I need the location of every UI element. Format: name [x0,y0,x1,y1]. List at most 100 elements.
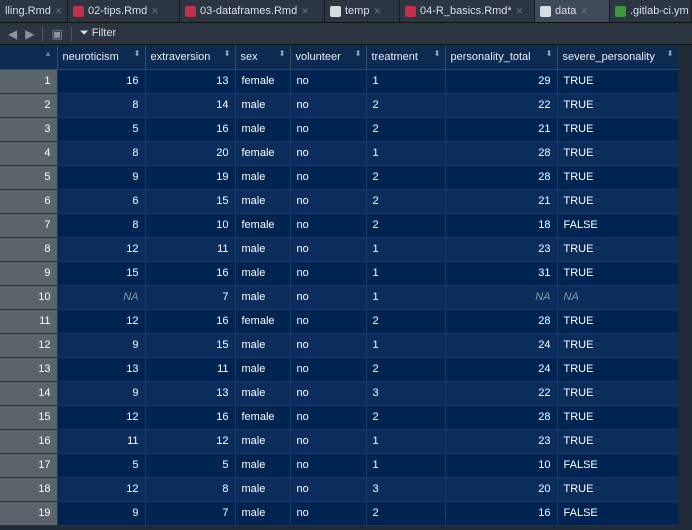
open-in-window-icon[interactable]: ▣ [51,26,63,41]
close-icon[interactable]: ✕ [54,5,63,16]
cell-volunteer: no [290,381,367,406]
filter-button[interactable]: ⏷ Filter [79,27,117,39]
sort-icon[interactable]: ⬍ [278,49,286,58]
row-number: 19 [0,501,58,526]
row-number: 15 [0,405,58,430]
column-header-sex[interactable]: sex ⬍ [235,45,291,70]
cell-sex: female [235,213,291,238]
sort-icon[interactable]: ⬍ [666,49,674,58]
close-icon[interactable]: ✕ [151,5,159,16]
cell-treatment: 1 [366,453,446,478]
cell-extraversion: 12 [145,429,236,454]
cell-personality_total: 21 [445,117,558,142]
cell-extraversion: 16 [145,405,236,430]
row-number-header[interactable]: ▲ [0,45,58,70]
cell-personality_total: 10 [445,453,558,478]
column-header-personality_total[interactable]: personality_total ⬍ [445,45,558,70]
cell-sex: male [235,117,291,142]
cell-sex: male [235,237,291,262]
cell-personality_total: 18 [445,213,558,238]
back-arrow-icon[interactable]: ◀ [8,26,18,41]
cell-volunteer: no [290,453,367,478]
tab-label: data [555,5,577,17]
cell-severe_personality: TRUE [557,357,679,382]
cell-personality_total: 24 [445,357,558,382]
sort-ascending-icon[interactable]: ▲ [44,49,52,58]
column-header-severe_personality[interactable]: severe_personality ⬍ [557,45,679,70]
close-icon[interactable]: ✕ [515,5,524,16]
cell-extraversion: 10 [145,213,236,238]
close-icon[interactable]: ✕ [580,5,588,16]
cell-severe_personality: TRUE [557,429,679,454]
vertical-scrollbar[interactable] [678,45,692,530]
cell-sex: male [235,261,291,286]
cell-personality_total: 24 [445,333,558,358]
cell-volunteer: no [290,213,367,238]
table-row: 12 9 15 male no 1 24 TRUE [0,333,679,358]
cell-treatment: 1 [366,429,446,454]
row-number: 13 [0,357,58,382]
sort-icon[interactable]: ⬍ [133,49,141,58]
cell-personality_total: 28 [445,165,558,190]
cell-personality_total: 21 [445,189,558,214]
cell-severe_personality: TRUE [557,189,679,214]
close-icon[interactable]: ✕ [301,5,309,16]
row-number: 14 [0,381,58,406]
cell-volunteer: no [290,69,367,94]
cell-severe_personality: FALSE [557,213,679,238]
cell-extraversion: 14 [145,93,236,118]
cell-neuroticism: 13 [57,357,146,382]
tab-04-r-basics-rmd-[interactable]: 04-R_basics.Rmd* ✕ [400,0,535,22]
column-header-neuroticism[interactable]: neuroticism ⬍ [57,45,146,70]
rmd-file-icon [73,5,84,17]
cell-neuroticism: 5 [57,453,146,478]
tab-label: temp [345,5,370,17]
table-row: 10 NA 7 male no 1 NA NA [0,285,679,310]
cell-extraversion: 13 [145,381,236,406]
table-row: 4 8 20 female no 1 28 TRUE [0,141,679,166]
sort-icon[interactable]: ⬍ [433,49,441,58]
cell-treatment: 1 [366,141,446,166]
cell-severe_personality: NA [557,285,679,310]
cell-personality_total: 23 [445,237,558,262]
cell-extraversion: 11 [145,237,236,262]
cell-personality_total: 22 [445,381,558,406]
cell-neuroticism: 6 [57,189,146,214]
cell-treatment: 2 [366,405,446,430]
cell-sex: male [235,477,291,502]
cell-severe_personality: TRUE [557,93,679,118]
tab-lling-rmd[interactable]: lling.Rmd ✕ [0,0,68,22]
sort-icon[interactable]: ⬍ [545,49,553,58]
tab-data[interactable]: data ✕ [535,0,610,22]
tab-03-dataframes-rmd[interactable]: 03-dataframes.Rmd ✕ [180,0,325,22]
sort-icon[interactable]: ⬍ [354,49,362,58]
cell-extraversion: 5 [145,453,236,478]
cell-extraversion: 15 [145,189,236,214]
cell-severe_personality: TRUE [557,69,679,94]
cell-sex: male [235,429,291,454]
cell-treatment: 3 [366,477,446,502]
cell-sex: male [235,93,291,118]
close-icon[interactable]: ✕ [373,5,382,16]
cell-sex: female [235,141,291,166]
cell-severe_personality: TRUE [557,237,679,262]
table-row: 16 11 12 male no 1 23 TRUE [0,429,679,454]
cell-volunteer: no [290,357,367,382]
column-header-extraversion[interactable]: extraversion ⬍ [145,45,236,70]
cell-treatment: 2 [366,189,446,214]
cell-volunteer: no [290,165,367,190]
tab-label: .gitlab-ci.ym [630,5,689,17]
row-number: 16 [0,429,58,454]
column-header-volunteer[interactable]: volunteer ⬍ [290,45,367,70]
table-row: 17 5 5 male no 1 10 FALSE [0,453,679,478]
column-header-treatment[interactable]: treatment ⬍ [366,45,446,70]
cell-volunteer: no [290,141,367,166]
tab-02-tips-rmd[interactable]: 02-tips.Rmd ✕ [68,0,180,22]
cell-personality_total: 28 [445,141,558,166]
tab-temp[interactable]: temp ✕ [325,0,400,22]
cell-extraversion: 19 [145,165,236,190]
yml-file-icon [615,5,626,17]
tab--gitlab-ci-ym[interactable]: .gitlab-ci.ym [610,0,692,22]
forward-arrow-icon[interactable]: ▶ [25,26,35,41]
sort-icon[interactable]: ⬍ [223,49,231,58]
